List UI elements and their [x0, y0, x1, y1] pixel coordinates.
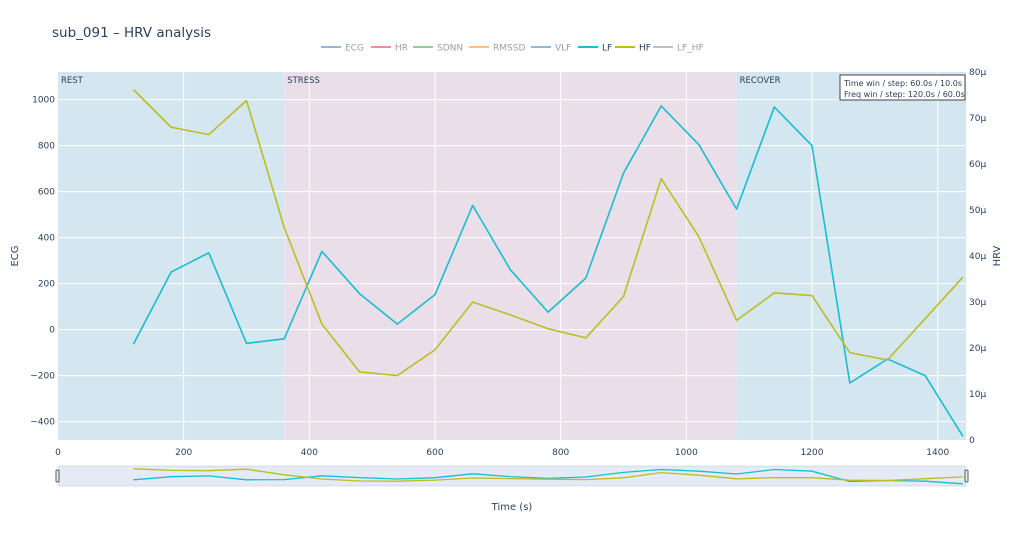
x-tick-label: 1000 [675, 448, 698, 458]
x-axis-title: Time (s) [491, 502, 533, 513]
range-slider-line-lf [133, 468, 963, 485]
y-right-axis-title: HRV [992, 245, 1003, 266]
chart-title: sub_091 – HRV analysis [52, 25, 211, 41]
y-right-tick-label: 40μ [969, 252, 986, 262]
annotation-line-1: Time win / step: 60.0s / 10.0s [843, 79, 962, 88]
series-line-hf [132, 88, 964, 377]
y-left-tick-label: 800 [38, 142, 55, 152]
x-tick-label: 0 [55, 448, 61, 458]
y-left-tick-label: 0 [49, 326, 55, 336]
axes: 0 200 400 600 800 1000 1200 1400 −400 −200 0 200 400… [10, 68, 1003, 513]
y-right-tick-label: 30μ [969, 298, 986, 308]
legend-label: LF_HF [677, 44, 704, 54]
y-right-tick-label: 60μ [969, 160, 986, 170]
y-left-tick-label: 600 [38, 188, 55, 198]
legend-item-vlf[interactable]: VLF [531, 44, 571, 54]
legend-item-hf[interactable]: HF [615, 44, 651, 54]
x-tick-label: 400 [301, 448, 318, 458]
legend: ECG HR SDNN RMSSD VLF LF HF LF_HF [321, 44, 704, 54]
y-left-tick-label: 1000 [32, 96, 55, 106]
range-slider-handle-right[interactable] [964, 469, 969, 483]
legend-item-lf[interactable]: LF [578, 44, 612, 54]
phase-band-stress [284, 72, 737, 440]
legend-label: LF [602, 44, 612, 54]
phase-label-stress: STRESS [287, 76, 320, 86]
legend-label: SDNN [437, 44, 463, 54]
x-tick-label: 1200 [801, 448, 824, 458]
legend-label: VLF [555, 44, 571, 54]
range-slider-handle-left[interactable] [55, 469, 60, 483]
annotation-box [839, 74, 966, 101]
y-right-tick-label: 20μ [969, 344, 986, 354]
legend-label: ECG [345, 44, 364, 54]
phase-label-rest: REST [61, 76, 84, 86]
legend-item-ecg[interactable]: ECG [321, 44, 364, 54]
phase-label-recover: RECOVER [740, 76, 781, 86]
y-right-tick-label: 50μ [969, 206, 986, 216]
legend-item-sdnn[interactable]: SDNN [413, 44, 463, 54]
y-left-tick-label: 400 [38, 234, 55, 244]
y-right-tick-label: 70μ [969, 114, 986, 124]
x-tick-label: 1400 [926, 448, 949, 458]
plot-area[interactable]: REST STRESS RECOVER [58, 72, 966, 440]
range-slider-line-hf [133, 468, 963, 482]
y-right-tick-label: 80μ [969, 68, 986, 78]
x-tick-label: 200 [175, 448, 192, 458]
y-right-tick-label: 10μ [969, 390, 986, 400]
legend-label: HF [639, 44, 651, 54]
y-left-tick-label: −200 [30, 372, 55, 382]
y-left-tick-label: −400 [30, 418, 55, 428]
legend-item-rmssd[interactable]: RMSSD [469, 44, 525, 54]
y-left-axis-title: ECG [10, 245, 21, 266]
y-left-tick-label: 200 [38, 280, 55, 290]
legend-label: RMSSD [493, 44, 525, 54]
legend-item-lf_hf[interactable]: LF_HF [653, 44, 704, 54]
y-right-tick-label: 0 [969, 436, 975, 446]
range-slider[interactable] [55, 465, 969, 487]
x-tick-label: 800 [552, 448, 569, 458]
annotation-line-2: Freq win / step: 120.0s / 60.0s [844, 90, 965, 99]
legend-item-hr[interactable]: HR [371, 44, 408, 54]
window-annotation: Time win / step: 60.0s / 10.0s Freq win … [839, 74, 966, 101]
series-line-lf [132, 105, 964, 437]
phase-band-rest [58, 72, 285, 440]
legend-label: HR [395, 44, 408, 54]
x-tick-label: 600 [426, 448, 443, 458]
